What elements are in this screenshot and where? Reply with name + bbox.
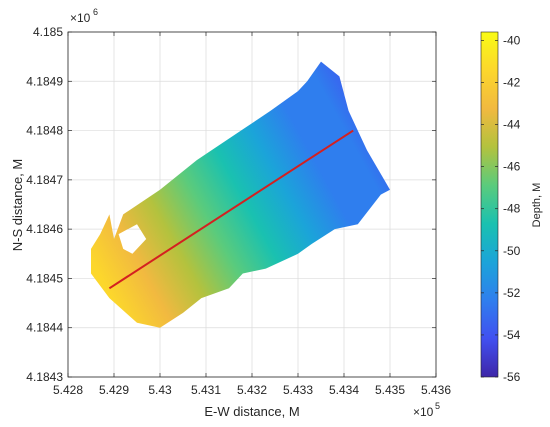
colorbar-tick-label: -44 bbox=[503, 118, 521, 132]
y-tick-label: 4.1843 bbox=[26, 370, 63, 384]
y-exponent-base: ×10 bbox=[70, 11, 91, 25]
y-exponent-power: 6 bbox=[93, 7, 98, 17]
colorbar-tick-label: -50 bbox=[503, 244, 521, 258]
colorbar-label: Depth, M bbox=[531, 183, 543, 228]
x-exponent-base: ×10 bbox=[413, 405, 434, 419]
survey-area bbox=[91, 61, 390, 328]
y-axis-label: N-S distance, M bbox=[10, 159, 25, 251]
y-tick-label: 4.1844 bbox=[26, 321, 63, 335]
colorbar-tick-label: -46 bbox=[503, 160, 521, 174]
colorbar-tick-label: -40 bbox=[503, 33, 521, 47]
x-tick-label: 5.43 bbox=[148, 383, 172, 397]
colorbar-gradient bbox=[480, 31, 499, 378]
x-tick-label: 5.428 bbox=[53, 383, 83, 397]
x-axis-ticks: 5.428 5.429 5.43 5.431 5.432 5.433 5.434 5.435 5… bbox=[53, 32, 451, 397]
y-tick-label: 4.1848 bbox=[26, 124, 63, 138]
y-axis-ticks: 4.1843 4.1844 4.1845 4.1846 4.1847 4.1848 4.18… bbox=[26, 25, 436, 384]
y-tick-label: 4.1846 bbox=[26, 222, 63, 236]
x-exponent-power: 5 bbox=[435, 401, 440, 411]
colorbar-ticks: -40 -42 -44 -46 -48 -50 -52 -54 -56 bbox=[481, 33, 521, 384]
colorbar-tick-label: -54 bbox=[503, 328, 521, 342]
x-axis-label: E-W distance, M bbox=[204, 404, 299, 419]
x-tick-label: 5.432 bbox=[237, 383, 267, 397]
y-tick-label: 4.185 bbox=[33, 25, 63, 39]
x-tick-label: 5.431 bbox=[191, 383, 221, 397]
colorbar-tick-label: -56 bbox=[503, 370, 521, 384]
x-tick-label: 5.434 bbox=[329, 383, 359, 397]
colorbar-tick-label: -52 bbox=[503, 286, 521, 300]
profile-line-group bbox=[108, 129, 354, 290]
colorbar-tick-label: -42 bbox=[503, 75, 521, 89]
x-tick-label: 5.433 bbox=[283, 383, 313, 397]
x-tick-label: 5.436 bbox=[421, 383, 451, 397]
x-tick-label: 5.429 bbox=[99, 383, 129, 397]
y-tick-label: 4.1845 bbox=[26, 271, 63, 285]
y-tick-label: 4.1849 bbox=[26, 74, 63, 88]
profile-line bbox=[108, 129, 354, 290]
colorbar-tick-label: -48 bbox=[503, 202, 521, 216]
bathymetry-surface bbox=[91, 61, 390, 328]
x-tick-label: 5.435 bbox=[375, 383, 405, 397]
y-tick-label: 4.1847 bbox=[26, 173, 63, 187]
colorbar: -40 -42 -44 -46 -48 -50 -52 -54 -56 Depth, M bbox=[480, 31, 543, 384]
